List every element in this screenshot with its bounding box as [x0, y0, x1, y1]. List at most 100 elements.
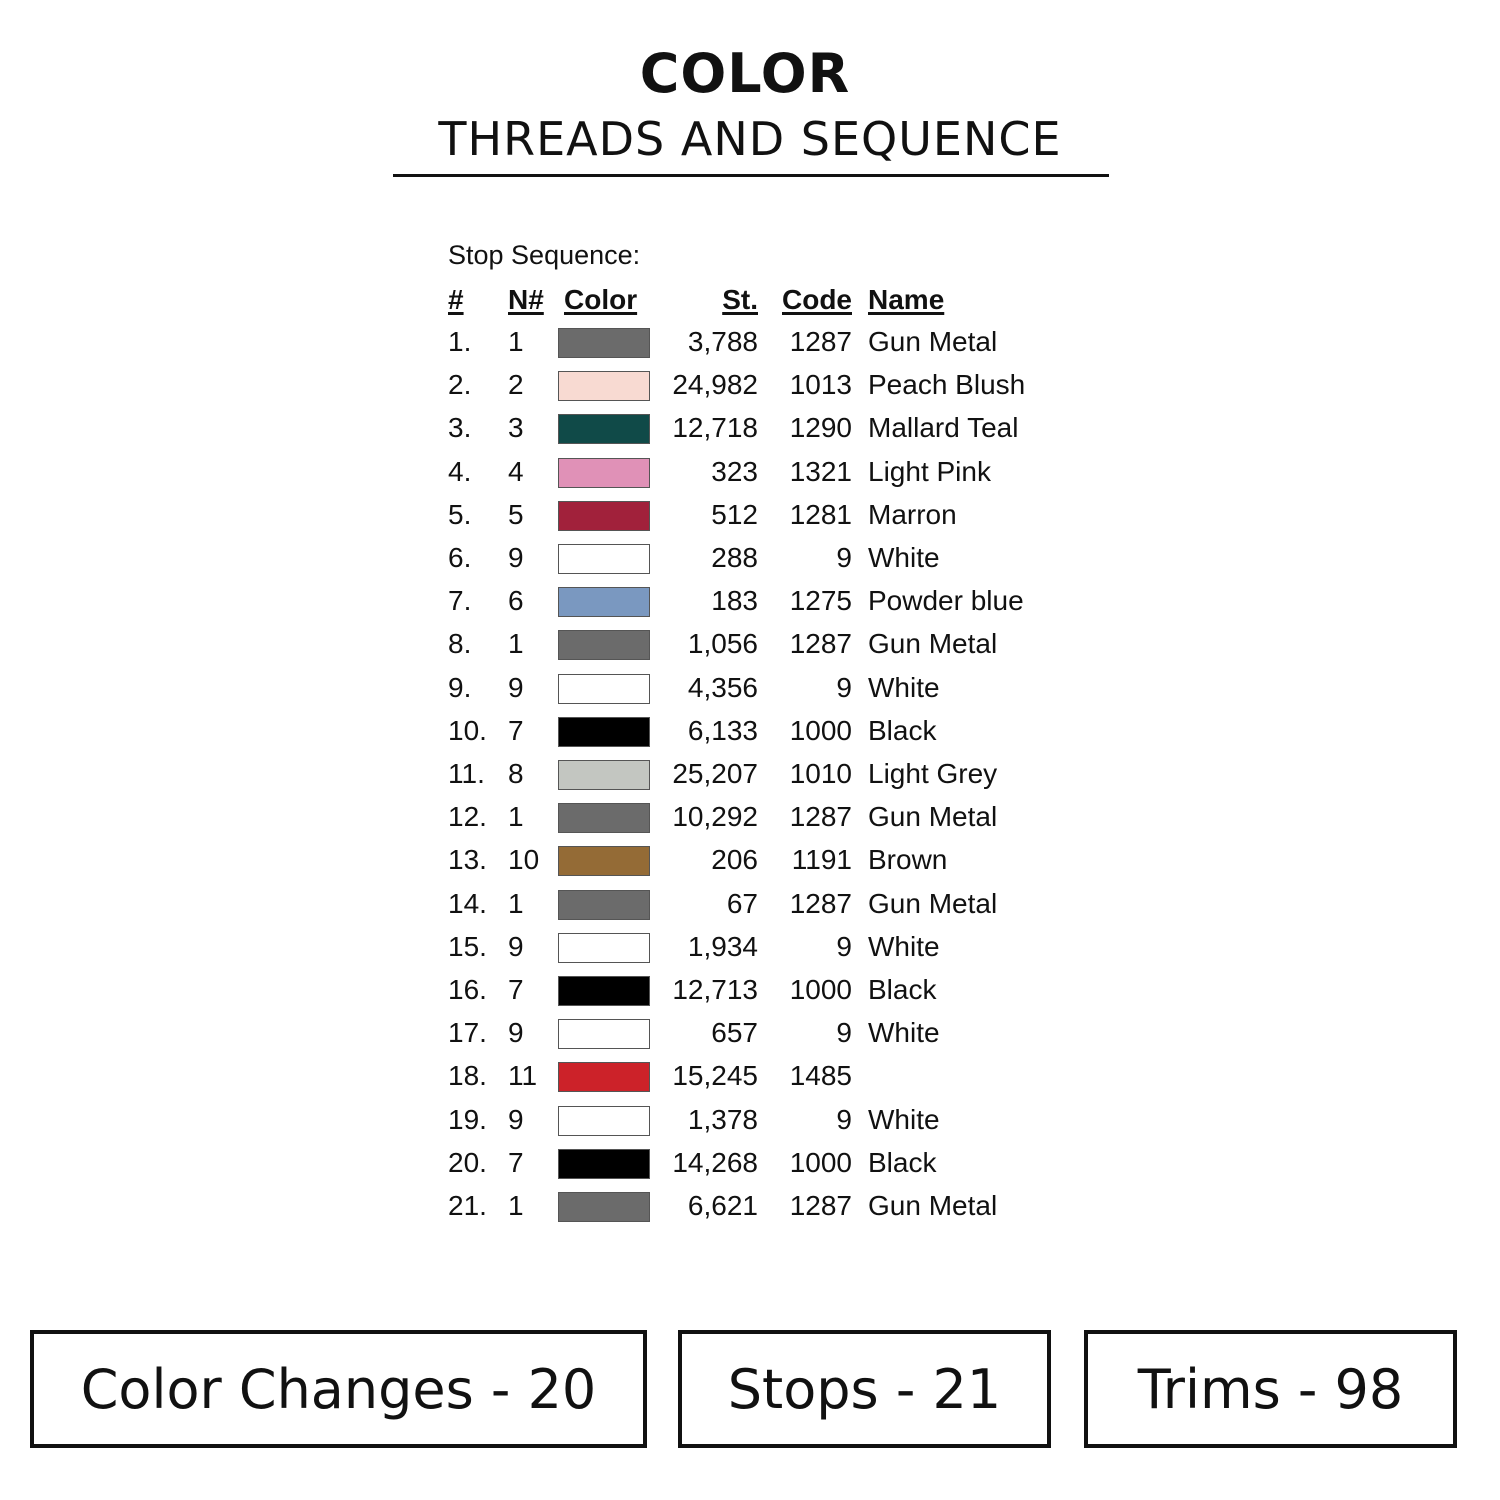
- row-needle: 1: [508, 801, 524, 833]
- row-index: 12.: [448, 801, 487, 833]
- color-swatch: [558, 1019, 650, 1050]
- color-swatch: [558, 932, 650, 963]
- color-swatch: [558, 889, 650, 920]
- row-code: 1321: [789, 455, 852, 487]
- row-index: 9.: [448, 671, 472, 703]
- row-name: Light Grey: [868, 758, 998, 789]
- row-index: 5.: [448, 498, 472, 530]
- row-stitches: 512: [711, 498, 758, 530]
- row-name: White: [868, 671, 940, 703]
- row-name: Gun Metal: [868, 628, 998, 660]
- row-stitches: 12,713: [672, 974, 758, 1005]
- row-needle: 7: [508, 714, 524, 746]
- page-subtitle: THREADS AND SEQUENCE: [438, 112, 1062, 166]
- row-index: 7.: [448, 585, 472, 617]
- row-name: Light Pink: [868, 455, 991, 487]
- row-code: 1287: [789, 801, 852, 833]
- row-name: Brown: [868, 844, 948, 876]
- row-stitches: 288: [711, 542, 758, 573]
- color-swatch: [558, 1192, 650, 1222]
- color-swatch: [558, 976, 650, 1006]
- col-stitches: St.: [722, 284, 758, 315]
- row-index: 6.: [448, 542, 472, 573]
- row-needle: 1: [508, 628, 524, 660]
- color-swatch: [558, 328, 650, 358]
- color-swatch: [558, 587, 650, 618]
- row-code: 1000: [789, 714, 852, 746]
- row-index: 1.: [448, 326, 472, 357]
- color-swatch: [558, 544, 650, 574]
- row-needle: 11: [508, 1060, 538, 1092]
- row-code: 1287: [789, 887, 852, 919]
- row-index: 19.: [448, 1103, 487, 1135]
- row-name: Marron: [868, 498, 957, 530]
- row-code: 9: [836, 930, 852, 962]
- row-stitches: 323: [711, 455, 758, 487]
- row-code: 1287: [789, 1190, 852, 1221]
- row-code: 1485: [789, 1060, 852, 1092]
- row-code: 1000: [789, 1146, 852, 1178]
- row-needle: 10: [508, 844, 540, 876]
- row-code: 9: [836, 1017, 852, 1049]
- color-changes-box: Color Changes - 20: [30, 1330, 647, 1448]
- row-name: Black: [868, 1146, 937, 1178]
- row-name: Mallard Teal: [868, 412, 1019, 444]
- row-code: 1013: [789, 369, 852, 401]
- row-needle: 7: [508, 1146, 524, 1178]
- row-needle: 1: [508, 887, 524, 919]
- color-swatch: [558, 716, 650, 747]
- row-needle: 2: [508, 369, 524, 401]
- row-index: 14.: [448, 887, 487, 919]
- row-stitches: 206: [711, 844, 758, 876]
- row-stitches: 6,133: [687, 714, 758, 746]
- col-name: Name: [868, 284, 945, 315]
- row-name: White: [868, 1103, 940, 1135]
- row-stitches: 15,245: [672, 1060, 758, 1092]
- row-index: 8.: [448, 628, 472, 660]
- color-swatch: [558, 803, 650, 834]
- stop-sequence-label: Stop Sequence:: [448, 240, 641, 270]
- row-name: Powder blue: [868, 585, 1024, 617]
- row-needle: 8: [508, 758, 524, 789]
- row-needle: 1: [508, 1190, 524, 1221]
- row-code: 1010: [789, 758, 852, 789]
- row-stitches: 183: [711, 585, 758, 617]
- row-stitches: 67: [726, 887, 758, 919]
- row-name: White: [868, 542, 940, 573]
- row-stitches: 1,934: [687, 930, 758, 962]
- col-color: Color: [564, 284, 638, 315]
- row-stitches: 1,378: [687, 1103, 758, 1135]
- row-index: 3.: [448, 412, 472, 444]
- color-swatch: [558, 1105, 650, 1136]
- row-index: 13.: [448, 844, 487, 876]
- row-index: 2.: [448, 369, 472, 401]
- row-needle: 9: [508, 1017, 524, 1049]
- color-swatch: [558, 414, 650, 445]
- row-name: Gun Metal: [868, 887, 998, 919]
- col-index: #: [448, 284, 464, 315]
- row-needle: 9: [508, 930, 524, 962]
- row-name: Black: [868, 714, 937, 746]
- stops-box: Stops - 21: [678, 1330, 1051, 1448]
- color-swatch: [558, 760, 650, 790]
- row-name: Gun Metal: [868, 1190, 998, 1221]
- title-divider: [393, 174, 1109, 177]
- row-needle: 6: [508, 585, 524, 617]
- row-code: 1275: [789, 585, 852, 617]
- row-code: 1000: [789, 974, 852, 1005]
- row-needle: 3: [508, 412, 524, 444]
- row-stitches: 14,268: [672, 1146, 758, 1178]
- row-stitches: 12,718: [672, 412, 758, 444]
- row-code: 1281: [789, 498, 852, 530]
- row-stitches: 3,788: [687, 326, 758, 357]
- col-code: Code: [782, 284, 852, 315]
- row-needle: 1: [508, 326, 524, 357]
- row-index: 21.: [448, 1190, 487, 1221]
- row-index: 15.: [448, 930, 487, 962]
- color-swatch: [558, 1148, 650, 1179]
- page-title: COLOR: [639, 42, 851, 105]
- row-index: 4.: [448, 455, 472, 487]
- row-name: Gun Metal: [868, 801, 998, 833]
- row-index: 11.: [448, 758, 485, 789]
- row-index: 20.: [448, 1146, 487, 1178]
